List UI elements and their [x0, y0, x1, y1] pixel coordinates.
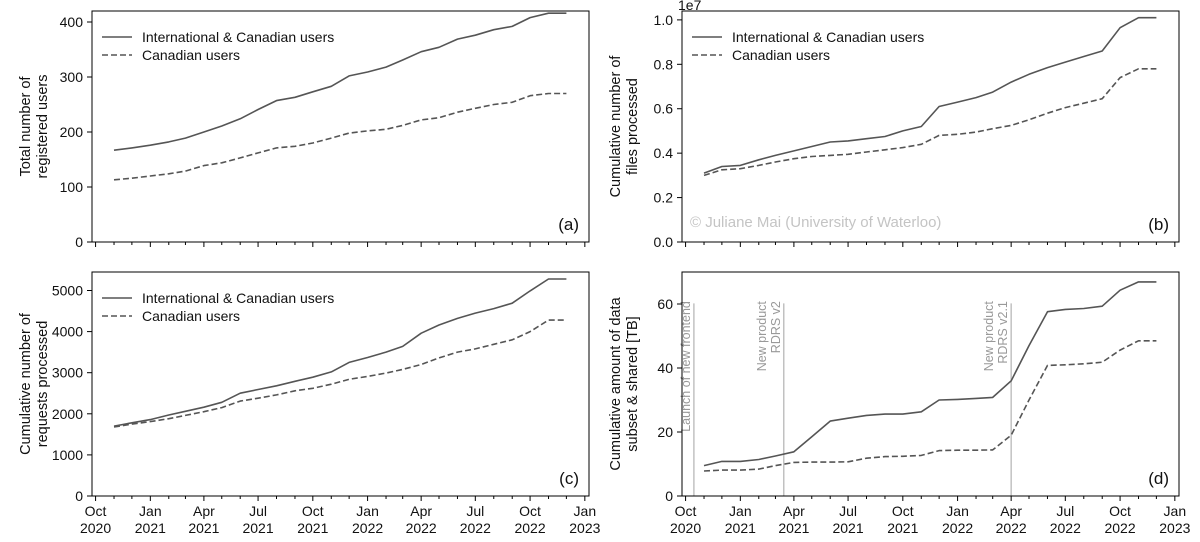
panel-label: (b) [1148, 215, 1169, 234]
series-line-international [113, 278, 567, 427]
series-line-canadian [703, 68, 1157, 177]
x-tick-label: Jan 2022 [942, 503, 973, 536]
series-line-canadian [703, 339, 1157, 472]
x-tick-label: Jan 2021 [135, 503, 166, 536]
y-tick-label: 20 [657, 424, 673, 440]
y-tick-label: 0 [665, 488, 673, 504]
y-tick-label: 400 [60, 14, 84, 30]
x-tick-label: Apr 2021 [778, 503, 809, 536]
x-tick-label: Oct 2022 [1104, 503, 1135, 536]
x-tick-label: Oct 2021 [887, 503, 918, 536]
y-tick-label: 0 [75, 488, 83, 504]
y-axis-label: Cumulative number offiles processed [608, 55, 641, 198]
annotation-label: New productRDRS v2 [755, 301, 783, 372]
panel-4: Launch of new frontend New productRDRS v2… [608, 271, 1191, 536]
x-tick-label: Oct 2020 [670, 503, 701, 536]
y-tick-label: 5000 [52, 282, 83, 298]
x-tick-label: Oct 2021 [297, 503, 328, 536]
y-tick-label: 2000 [52, 406, 83, 422]
y-tick-label: 0.8 [654, 56, 674, 72]
y-tick-label: 200 [60, 124, 84, 140]
series-line-international [113, 12, 567, 151]
y-axis-label: Cumulative amount of datasubset & shared… [608, 296, 641, 470]
x-tick-label: Jan 2023 [1159, 503, 1190, 536]
legend-label: Canadian users [732, 47, 830, 63]
series-line-canadian [113, 92, 567, 181]
y-tick-label: 3000 [52, 365, 83, 381]
y-tick-label: 100 [60, 179, 84, 195]
x-tick-label: Jan 2021 [725, 503, 756, 536]
x-tick-label: Jul 2021 [832, 503, 863, 536]
legend-label: Canadian users [142, 47, 240, 63]
y-tick-label: 0.0 [654, 234, 674, 250]
panel-label: (d) [1148, 469, 1169, 488]
annotation-label: New productRDRS v2.1 [982, 301, 1010, 372]
panel-2: 0.0 0.2 0.4 0.6 0.8 1.0 Cumulative number offi… [608, 0, 1180, 250]
panel-label: (c) [559, 469, 579, 488]
x-tick-label: Jul 2022 [1050, 503, 1081, 536]
watermark: © Juliane Mai (University of Waterloo) [690, 214, 941, 231]
x-tick-label: Jan 2022 [352, 503, 383, 536]
y-tick-label: 60 [657, 296, 673, 312]
panel-3: 0 1000 2000 3000 4000 5000 Oct 2020 Jan 2021 Apr 20… [18, 271, 601, 536]
x-tick-label: Jul 2022 [460, 503, 491, 536]
y-tick-label: 4000 [52, 324, 83, 340]
legend-label: International & Canadian users [732, 29, 924, 45]
y-tick-label: 0.4 [654, 145, 674, 161]
y-tick-label: 0.6 [654, 101, 674, 117]
x-tick-label: Apr 2022 [996, 503, 1027, 536]
series-line-canadian [113, 319, 567, 428]
y-tick-label: 1000 [52, 447, 83, 463]
x-tick-label: Oct 2022 [514, 503, 545, 536]
series-line-international [703, 16, 1157, 174]
legend-label: International & Canadian users [142, 29, 334, 45]
panel-label: (a) [558, 215, 579, 234]
axes-frame [681, 271, 1180, 497]
axes-frame [91, 271, 590, 497]
y-tick-label: 0 [75, 234, 83, 250]
y-tick-label: 300 [60, 69, 84, 85]
y-tick-label: 1.0 [654, 12, 674, 28]
x-tick-label: Apr 2021 [188, 503, 219, 536]
axes-frame [681, 10, 1180, 243]
y-axis-label: Cumulative number ofrequests processed [18, 312, 51, 455]
panel-1: 0 100 200 300 400 Total number ofregistered u… [18, 10, 590, 250]
axis-offset-text: 1e7 [678, 0, 702, 13]
x-tick-label: Apr 2022 [406, 503, 437, 536]
y-tick-label: 0.2 [654, 190, 674, 206]
series-line-international [703, 281, 1157, 467]
annotation-label: Launch of new frontend [679, 301, 693, 432]
y-tick-label: 40 [657, 360, 673, 376]
x-tick-label: Oct 2020 [80, 503, 111, 536]
axes-frame [91, 10, 590, 243]
x-tick-label: Jul 2021 [242, 503, 273, 536]
x-tick-label: Jan 2023 [569, 503, 600, 536]
legend-label: Canadian users [142, 308, 240, 324]
legend-label: International & Canadian users [142, 290, 334, 306]
y-axis-label: Total number ofregistered users [18, 75, 51, 179]
